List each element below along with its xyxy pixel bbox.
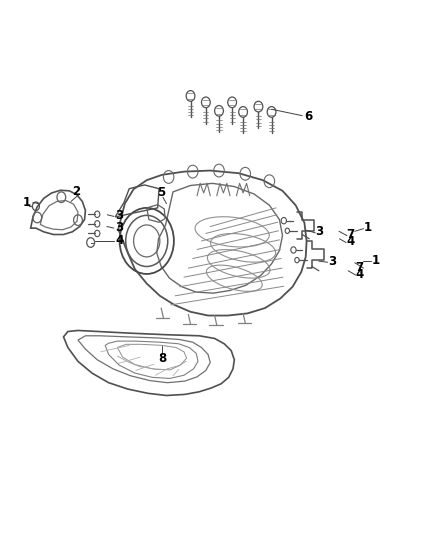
Text: 3: 3 — [115, 221, 123, 233]
Text: 5: 5 — [157, 187, 165, 199]
Text: 7: 7 — [346, 228, 354, 241]
Text: 6: 6 — [304, 110, 313, 123]
Text: 2: 2 — [73, 185, 81, 198]
Text: 7: 7 — [355, 261, 363, 274]
Text: 4: 4 — [115, 235, 123, 247]
Text: 3: 3 — [115, 209, 123, 222]
Text: 4: 4 — [346, 236, 354, 248]
Text: 8: 8 — [158, 352, 166, 365]
Text: 3: 3 — [328, 255, 336, 268]
Text: 4: 4 — [356, 268, 364, 281]
Text: 3: 3 — [316, 225, 324, 238]
Text: 1: 1 — [23, 196, 31, 209]
Text: 1: 1 — [372, 254, 380, 266]
Text: 1: 1 — [364, 221, 372, 234]
